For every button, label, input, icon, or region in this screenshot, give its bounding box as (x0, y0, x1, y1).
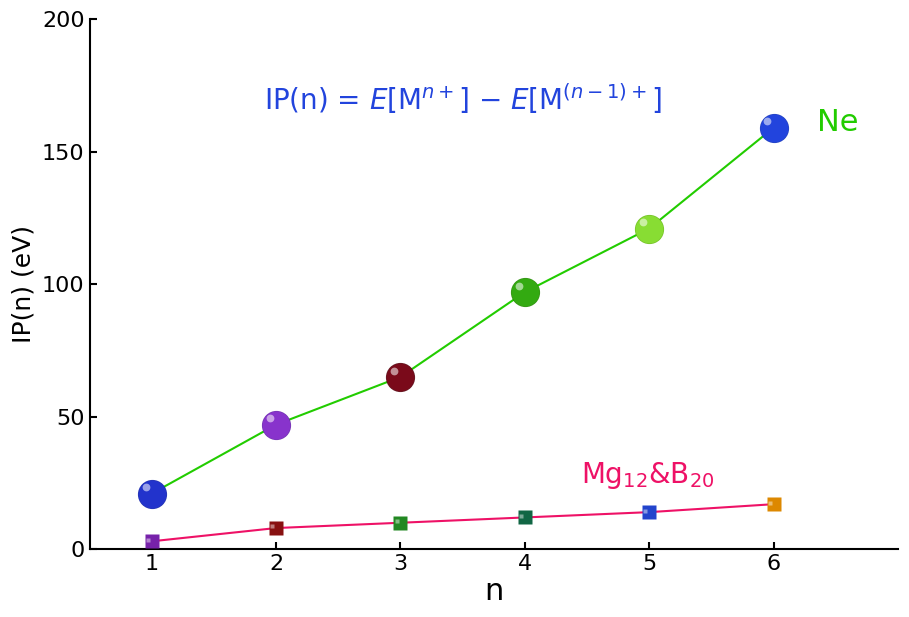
Y-axis label: IP(n) (eV): IP(n) (eV) (11, 225, 35, 343)
Text: Ne: Ne (817, 108, 859, 137)
Text: Mg$_{12}$&B$_{20}$: Mg$_{12}$&B$_{20}$ (581, 460, 714, 491)
X-axis label: n: n (484, 577, 504, 606)
Text: IP(n) = $\mathit{E}$[M$^{n+}$] $-$ $\mathit{E}$[M$^{(n-1)+}$]: IP(n) = $\mathit{E}$[M$^{n+}$] $-$ $\mat… (264, 81, 662, 116)
